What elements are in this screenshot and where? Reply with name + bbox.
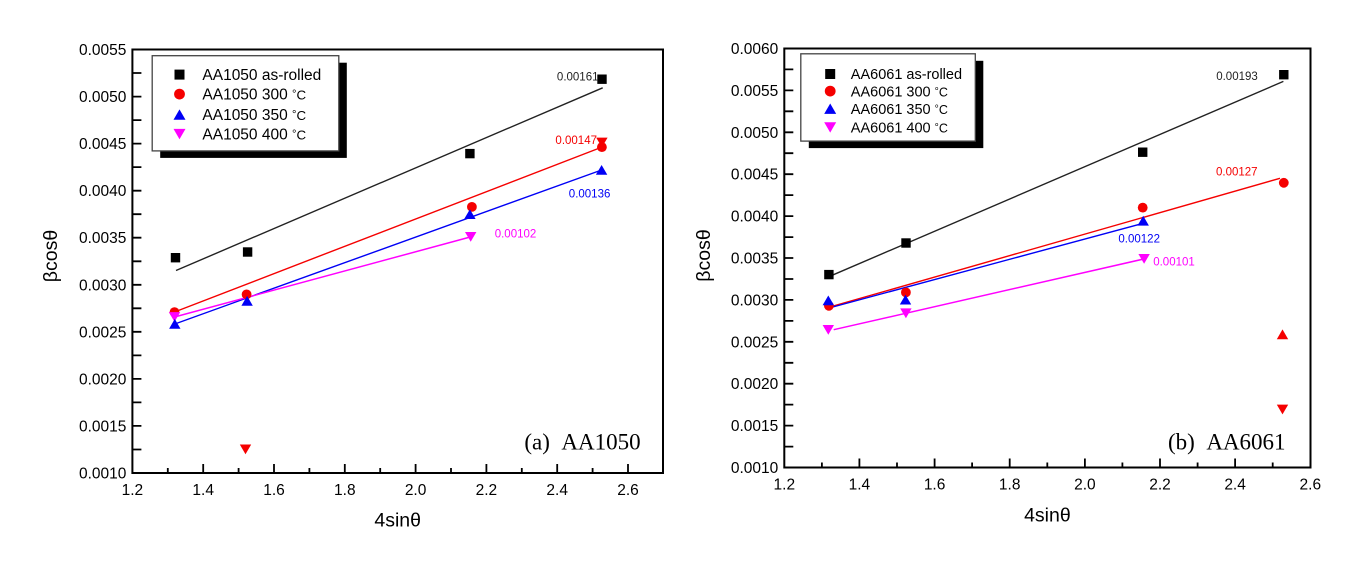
svg-text:AA6061 as-rolled: AA6061 as-rolled xyxy=(851,67,962,83)
svg-text:4sinθ: 4sinθ xyxy=(374,510,421,532)
svg-text:0.00193: 0.00193 xyxy=(1216,71,1258,83)
svg-text:AA6061 350 °C: AA6061 350 °C xyxy=(851,102,948,118)
svg-text:0.0055: 0.0055 xyxy=(731,83,778,100)
svg-text:0.0055: 0.0055 xyxy=(79,42,126,59)
svg-text:0.0030: 0.0030 xyxy=(79,277,127,294)
svg-text:2.2: 2.2 xyxy=(1149,477,1171,494)
svg-text:0.0045: 0.0045 xyxy=(731,167,778,184)
svg-text:0.0060: 0.0060 xyxy=(731,41,779,58)
svg-text:2.0: 2.0 xyxy=(1074,477,1096,494)
svg-text:1.6: 1.6 xyxy=(263,482,285,499)
svg-text:2.0: 2.0 xyxy=(405,482,427,499)
svg-text:1.8: 1.8 xyxy=(999,477,1021,494)
svg-text:0.0015: 0.0015 xyxy=(79,418,126,435)
svg-text:AA1050 400 °C: AA1050 400 °C xyxy=(202,127,306,144)
svg-text:0.0025: 0.0025 xyxy=(79,324,126,341)
svg-text:0.00127: 0.00127 xyxy=(1216,167,1258,179)
svg-text:1.8: 1.8 xyxy=(334,482,356,499)
svg-text:0.0010: 0.0010 xyxy=(731,460,779,477)
svg-text:2.4: 2.4 xyxy=(1224,477,1246,494)
svg-text:0.0050: 0.0050 xyxy=(731,125,779,142)
svg-text:2.4: 2.4 xyxy=(546,482,568,499)
svg-text:AA1050 as-rolled: AA1050 as-rolled xyxy=(202,67,321,84)
svg-text:2.2: 2.2 xyxy=(476,482,498,499)
svg-text:(a) AA1050: (a) AA1050 xyxy=(524,430,640,455)
svg-text:βcosθ: βcosθ xyxy=(40,230,62,282)
svg-text:0.0020: 0.0020 xyxy=(79,371,127,388)
svg-text:0.0035: 0.0035 xyxy=(731,251,778,268)
svg-text:1.2: 1.2 xyxy=(774,477,796,494)
svg-text:2.6: 2.6 xyxy=(1300,477,1322,494)
svg-text:0.0050: 0.0050 xyxy=(79,89,127,106)
svg-text:0.0030: 0.0030 xyxy=(731,292,779,309)
svg-text:0.00101: 0.00101 xyxy=(1153,257,1195,269)
svg-text:0.00136: 0.00136 xyxy=(569,189,611,201)
svg-text:0.0025: 0.0025 xyxy=(731,334,778,351)
svg-text:1.2: 1.2 xyxy=(122,482,144,499)
svg-text:0.0035: 0.0035 xyxy=(79,230,126,247)
svg-text:4sinθ: 4sinθ xyxy=(1024,505,1071,527)
svg-text:0.00122: 0.00122 xyxy=(1118,233,1160,245)
svg-text:0.00161: 0.00161 xyxy=(557,71,599,83)
svg-text:AA1050 300 °C: AA1050 300 °C xyxy=(202,87,306,104)
svg-text:0.00102: 0.00102 xyxy=(495,228,537,240)
svg-text:0.0045: 0.0045 xyxy=(79,136,126,153)
svg-text:0.0040: 0.0040 xyxy=(731,209,779,226)
svg-text:AA1050 350 °C: AA1050 350 °C xyxy=(202,107,306,124)
svg-text:2.6: 2.6 xyxy=(617,482,639,499)
svg-text:AA6061 400 °C: AA6061 400 °C xyxy=(851,121,948,137)
svg-text:1.6: 1.6 xyxy=(924,477,946,494)
svg-text:AA6061 300 °C: AA6061 300 °C xyxy=(851,84,948,100)
svg-text:βcosθ: βcosθ xyxy=(693,229,715,281)
svg-text:0.0010: 0.0010 xyxy=(79,466,127,483)
svg-text:(b) AA6061: (b) AA6061 xyxy=(1168,430,1286,455)
svg-text:0.00147: 0.00147 xyxy=(555,135,597,147)
svg-text:0.0040: 0.0040 xyxy=(79,183,127,200)
svg-text:1.4: 1.4 xyxy=(849,477,871,494)
svg-text:0.0015: 0.0015 xyxy=(731,418,778,435)
svg-text:0.0020: 0.0020 xyxy=(731,376,779,393)
svg-text:1.4: 1.4 xyxy=(192,482,214,499)
